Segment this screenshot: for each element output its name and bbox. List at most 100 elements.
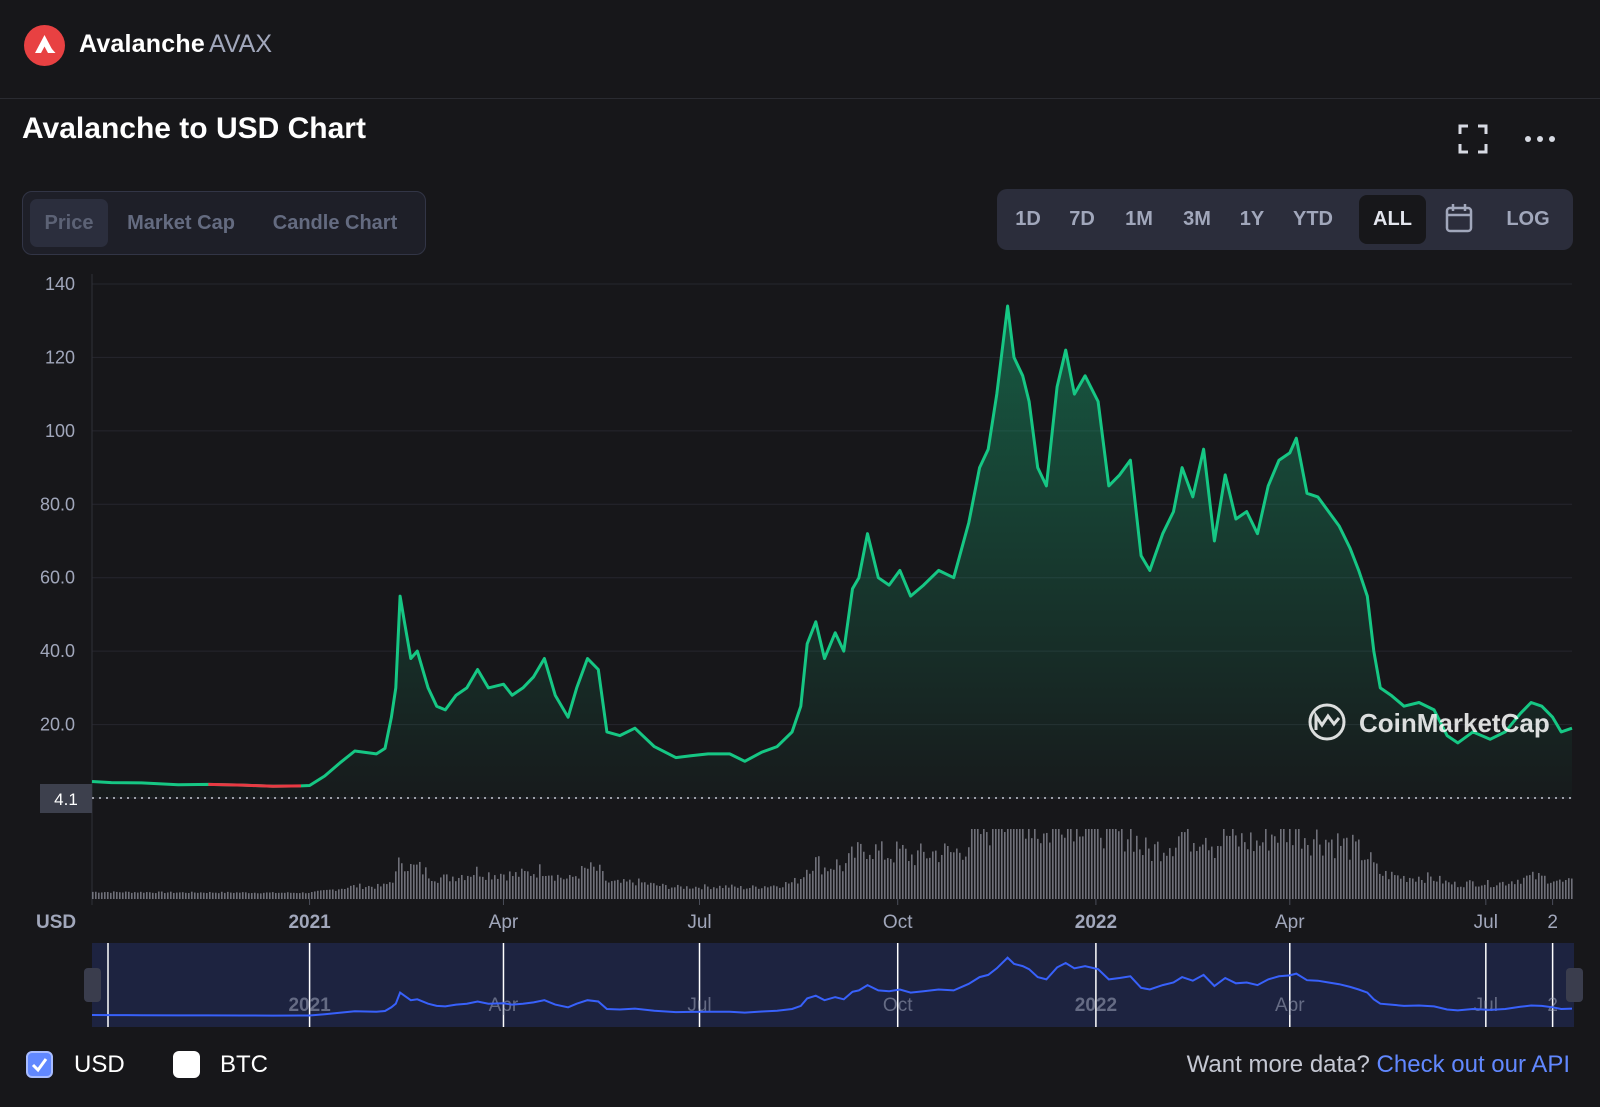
volume-bar [278, 892, 280, 899]
range-ytd[interactable]: YTD [1293, 208, 1333, 230]
volume-bar [212, 892, 214, 899]
navigator[interactable]: 2021 Apr Jul Oct 2022 Apr Jul 2 [84, 943, 1583, 1027]
price-line [91, 304, 1573, 788]
volume-bar [1505, 885, 1507, 899]
volume-bar [596, 870, 598, 899]
volume-bar [431, 881, 433, 899]
volume-bar [926, 858, 928, 899]
volume-bar [1241, 833, 1243, 899]
volume-bar [218, 893, 220, 899]
volume-bar [1220, 846, 1222, 899]
volume-bar [656, 885, 658, 899]
price-line-negative [208, 782, 302, 788]
volume-bar [1553, 881, 1555, 899]
volume-bar [1244, 842, 1246, 899]
volume-bar [1565, 880, 1567, 899]
volume-bar [356, 887, 358, 899]
volume-bar [380, 886, 382, 899]
volume-bar [554, 880, 556, 899]
btc-checkbox[interactable] [173, 1051, 200, 1078]
volume-bar [728, 887, 730, 899]
volume-bar [290, 892, 292, 899]
volume-bar [470, 876, 472, 899]
volume-bar [1373, 862, 1375, 899]
volume-bar [1052, 829, 1054, 899]
volume-bar [905, 848, 907, 899]
more-dots-icon[interactable] [1522, 124, 1558, 154]
usd-checkbox[interactable] [26, 1051, 53, 1078]
volume-bar [1316, 829, 1318, 899]
volume-bar [311, 892, 313, 899]
tab-price[interactable]: Price [30, 199, 108, 247]
volume-bar [1367, 859, 1369, 899]
tab-market-cap[interactable]: Market Cap [127, 212, 235, 234]
volume-bar [401, 863, 403, 899]
volume-bar [953, 852, 955, 899]
volume-bar [641, 882, 643, 899]
volume-bar [659, 886, 661, 899]
volume-bar [1388, 879, 1390, 899]
volume-bar [254, 892, 256, 899]
range-7d[interactable]: 7D [1069, 208, 1095, 230]
range-log[interactable]: LOG [1506, 208, 1550, 230]
volume-bar [575, 876, 577, 899]
volume-bar [947, 846, 949, 899]
volume-bar [845, 863, 847, 899]
volume-bar [404, 871, 406, 899]
volume-bar [104, 892, 106, 899]
volume-bar [1511, 881, 1513, 899]
volume-bar [1001, 829, 1003, 899]
volume-bar [1337, 833, 1339, 899]
volume-bar [1523, 877, 1525, 899]
volume-bar [734, 886, 736, 899]
volume-bar [965, 856, 967, 899]
volume-bar [1334, 858, 1336, 899]
volume-bar [293, 892, 295, 899]
tab-candle-chart[interactable]: Candle Chart [272, 212, 398, 234]
volume-bar [698, 887, 700, 899]
range-1d[interactable]: 1D [1015, 208, 1041, 230]
api-link[interactable]: Check out our API [1376, 1051, 1570, 1078]
navigator-handle-right[interactable] [1566, 968, 1583, 1002]
volume-bar [635, 885, 637, 899]
volume-bar [605, 880, 607, 899]
volume-bar [161, 891, 163, 899]
volume-bar [1487, 879, 1489, 899]
volume-bar [794, 877, 796, 899]
fullscreen-icon[interactable] [1458, 124, 1488, 154]
volume-bar [128, 891, 130, 899]
volume-bar [464, 880, 466, 899]
volume-bar [1178, 836, 1180, 899]
volume-bar [329, 889, 331, 899]
volume-bar [1229, 835, 1231, 899]
calendar-icon[interactable] [1445, 203, 1473, 233]
volume-bar [233, 892, 235, 899]
volume-bar [239, 892, 241, 899]
volume-bar [113, 891, 115, 899]
volume-bar [1217, 845, 1219, 899]
volume-bar [269, 892, 271, 899]
volume-bar [809, 873, 811, 899]
volume-bar [1034, 829, 1036, 899]
range-3m[interactable]: 3M [1183, 208, 1211, 230]
volume-bar [1469, 880, 1471, 899]
volume-bar [1343, 838, 1345, 899]
navigator-handle-left[interactable] [84, 968, 101, 1002]
volume-bar [761, 888, 763, 899]
navigator-ticks: 2021 Apr Jul Oct 2022 Apr Jul 2 [107, 943, 1558, 1027]
volume-bar [824, 867, 826, 899]
volume-bar [869, 854, 871, 899]
avalanche-logo-glyph [35, 35, 56, 53]
volume-bar [119, 892, 121, 899]
volume-bar [479, 876, 481, 899]
navigator-tick-label: Jul [1474, 995, 1498, 1016]
volume-bar [1448, 882, 1450, 899]
range-1m[interactable]: 1M [1125, 208, 1153, 230]
range-all[interactable]: ALL [1359, 195, 1426, 244]
volume-bar [1106, 829, 1108, 899]
volume-bar [362, 888, 364, 899]
volume-bar [1025, 838, 1027, 899]
volume-bar [818, 856, 820, 899]
range-1y[interactable]: 1Y [1239, 208, 1265, 230]
